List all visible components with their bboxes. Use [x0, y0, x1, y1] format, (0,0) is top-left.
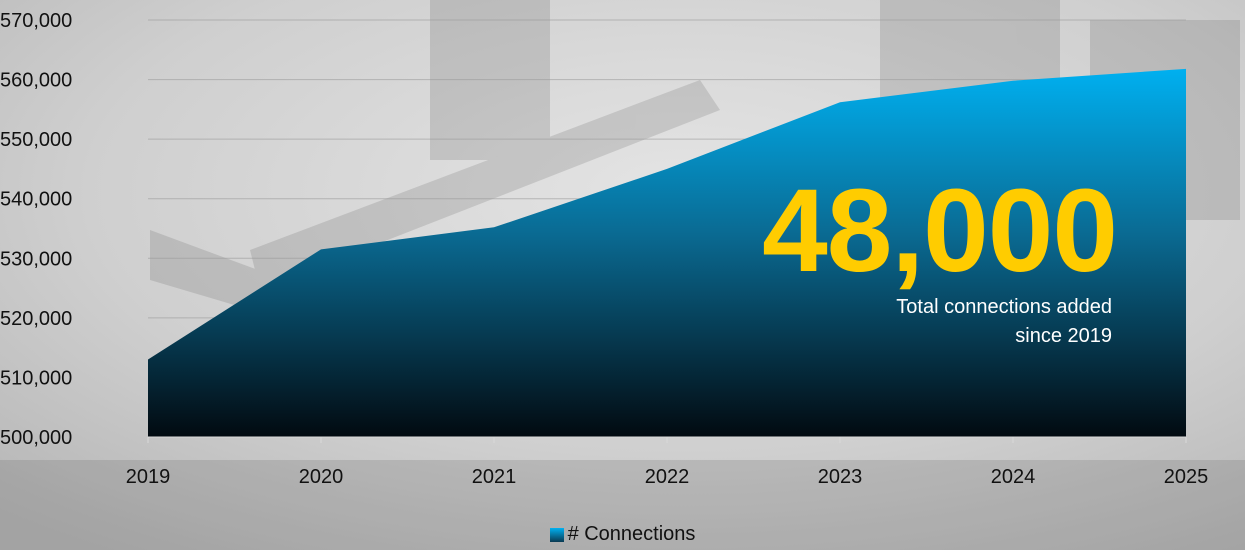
callout-caption-line2: since 2019 [1015, 325, 1112, 347]
y-tick-label: 570,000 [0, 10, 72, 32]
area-connections [148, 68, 1186, 437]
legend-label: # Connections [567, 523, 696, 545]
y-tick-label: 550,000 [0, 129, 72, 151]
area-series [148, 68, 1186, 437]
x-tick-label: 2019 [126, 466, 171, 488]
legend-swatch [549, 527, 564, 542]
x-tick-label: 2021 [472, 466, 517, 488]
y-tick-label: 530,000 [0, 248, 72, 270]
x-tick-label: 2020 [299, 466, 344, 488]
callout-caption-line1: Total connections added [896, 296, 1112, 318]
y-axis: 500,000 510,000 520,000 530,000 540,000 550,0… [0, 10, 72, 449]
callout-caption: Total connections added since 2019 [792, 293, 1112, 351]
callout-value: 48,000 [762, 165, 1118, 297]
x-tick-label: 2022 [645, 466, 690, 488]
legend: # Connections [0, 523, 1245, 546]
y-tick-label: 510,000 [0, 367, 72, 389]
x-tick-label: 2024 [991, 466, 1036, 488]
x-tick-label: 2023 [818, 466, 863, 488]
y-tick-label: 520,000 [0, 308, 72, 330]
x-axis: 2019 2020 2021 2022 2023 2024 2025 [126, 436, 1209, 488]
x-tick-label: 2025 [1164, 466, 1209, 488]
y-tick-label: 540,000 [0, 189, 72, 211]
y-tick-label: 500,000 [0, 427, 72, 449]
y-tick-label: 560,000 [0, 70, 72, 92]
